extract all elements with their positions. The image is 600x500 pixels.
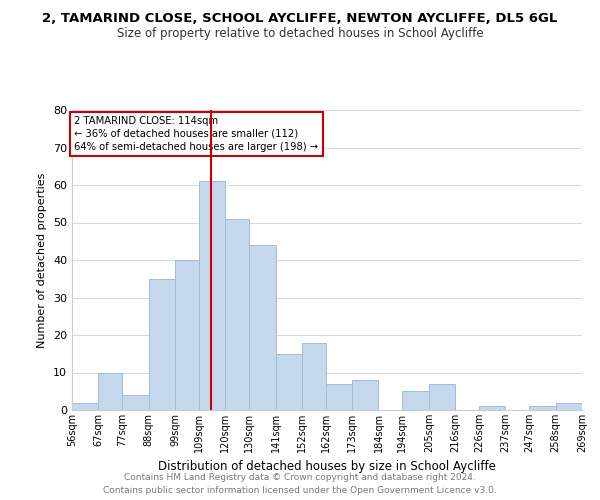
Y-axis label: Number of detached properties: Number of detached properties [37, 172, 47, 348]
Text: Contains public sector information licensed under the Open Government Licence v3: Contains public sector information licen… [103, 486, 497, 495]
Bar [302, 342, 326, 410]
X-axis label: Distribution of detached houses by size in School Aycliffe: Distribution of detached houses by size … [158, 460, 496, 473]
Text: 2, TAMARIND CLOSE, SCHOOL AYCLIFFE, NEWTON AYCLIFFE, DL5 6GL: 2, TAMARIND CLOSE, SCHOOL AYCLIFFE, NEWT… [43, 12, 557, 26]
Bar [175, 260, 199, 410]
Text: 2 TAMARIND CLOSE: 114sqm
← 36% of detached houses are smaller (112)
64% of semi-: 2 TAMARIND CLOSE: 114sqm ← 36% of detach… [74, 116, 319, 152]
Bar [529, 406, 556, 410]
Bar [249, 245, 275, 410]
Bar [199, 181, 225, 410]
Text: Contains HM Land Registry data © Crown copyright and database right 2024.: Contains HM Land Registry data © Crown c… [124, 474, 476, 482]
Bar [98, 372, 122, 410]
Bar [326, 384, 352, 410]
Bar [225, 219, 249, 410]
Bar [275, 354, 302, 410]
Bar [479, 406, 505, 410]
Bar [122, 395, 149, 410]
Bar [556, 402, 582, 410]
Text: Size of property relative to detached houses in School Aycliffe: Size of property relative to detached ho… [116, 28, 484, 40]
Bar [149, 279, 175, 410]
Bar [403, 391, 429, 410]
Bar [352, 380, 379, 410]
Bar [72, 402, 98, 410]
Bar [429, 384, 455, 410]
